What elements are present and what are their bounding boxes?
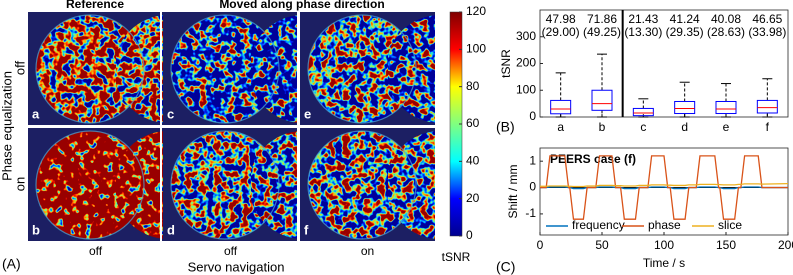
image-rim [170,14,280,124]
colorbar-tick-label: 120 [466,4,486,18]
image-rim [35,130,145,240]
x-tick-label: 200 [778,238,793,252]
std-label: (28.63) [707,25,745,39]
cell-label: f [304,222,309,237]
image-cell: e [300,12,435,125]
legend-label: slice [718,218,742,232]
box [591,89,613,111]
legend-label: frequency [572,218,625,232]
x-tick-label: 150 [716,238,736,252]
image-cell: a [28,12,163,125]
row-label: off [12,61,27,76]
series-line [540,186,788,190]
y-tick-label: 0 [529,180,536,194]
panel-label: (B) [496,119,515,135]
column-header: Moved along phase direction [219,0,384,11]
column-header: Reference [66,0,124,11]
std-label: (49.25) [583,25,621,39]
series-line [540,182,789,188]
box [715,100,737,115]
std-label: (29.35) [666,25,704,39]
plot-area [539,9,789,118]
series-line [540,155,788,220]
image-rim [307,14,417,124]
cell-label: e [304,106,311,121]
chart-title: PEERS case (f) [550,152,636,166]
plot-area [539,147,789,236]
mean-label: 71.86 [587,12,617,26]
x-tick-label: e [723,120,730,134]
x-tick-label: d [681,120,688,134]
colorbar-tick-label: 60 [466,116,480,130]
legend-label: phase [648,218,681,232]
std-label: (33.98) [748,25,786,39]
std-label: (29.00) [542,25,580,39]
image-cell: b [28,128,163,241]
image-cell: d [163,128,298,241]
x-tick-label: a [557,120,564,134]
column-label: off [224,244,238,258]
cell-label: b [32,222,40,237]
y-tick-label: -1 [525,206,536,220]
panel-label: (A) [2,256,21,272]
cell-label: d [167,222,175,237]
column-label: off [89,244,103,258]
mean-label: 40.08 [711,12,741,26]
mean-label: 46.65 [752,12,782,26]
mean-label: 21.43 [628,12,658,26]
box [632,107,654,117]
y-tick-label: 300 [516,29,536,43]
x-tick-label: b [599,120,606,134]
y-tick-label: 0 [529,109,536,123]
x-tick-label: 0 [537,238,544,252]
box [756,99,778,114]
image-cell: c [163,12,298,125]
colorbar-label: tSNR [442,250,471,264]
colorbar-tick-label: 20 [466,191,480,205]
colorbar-tick-label: 40 [466,154,480,168]
cell-label: a [32,106,40,121]
x-tick-label: f [766,120,770,134]
colorbar-tick-label: 80 [466,79,480,93]
std-label: (13.30) [624,25,662,39]
image-rim [170,130,280,240]
y-tick-label: 100 [516,82,536,96]
row-label: on [12,177,27,191]
mean-label: 47.98 [546,12,576,26]
column-label: on [361,244,374,258]
mean-label: 41.24 [670,12,700,26]
y-tick-label: 1 [529,153,536,167]
box [550,99,572,115]
image-rim [307,130,417,240]
y-axis-label: tSNR [499,49,513,78]
x-tick-label: c [640,120,646,134]
cell-label: c [167,106,174,121]
row-axis-label: Phase equalization [0,71,14,181]
colorbar-tick-label: 0 [466,228,473,242]
y-axis-label: Shift / mm [506,164,520,218]
y-tick-label: 200 [516,56,536,70]
box [674,100,696,115]
colorbar-tick-label: 100 [466,42,486,56]
image-cell: f [300,128,435,241]
image-rim [35,14,145,124]
column-axis-label: Servo navigation [188,259,285,274]
panel-label: (C) [496,259,515,275]
x-axis-label: Time / s [643,256,685,270]
x-tick-label: 100 [654,238,674,252]
x-tick-label: 50 [595,238,609,252]
